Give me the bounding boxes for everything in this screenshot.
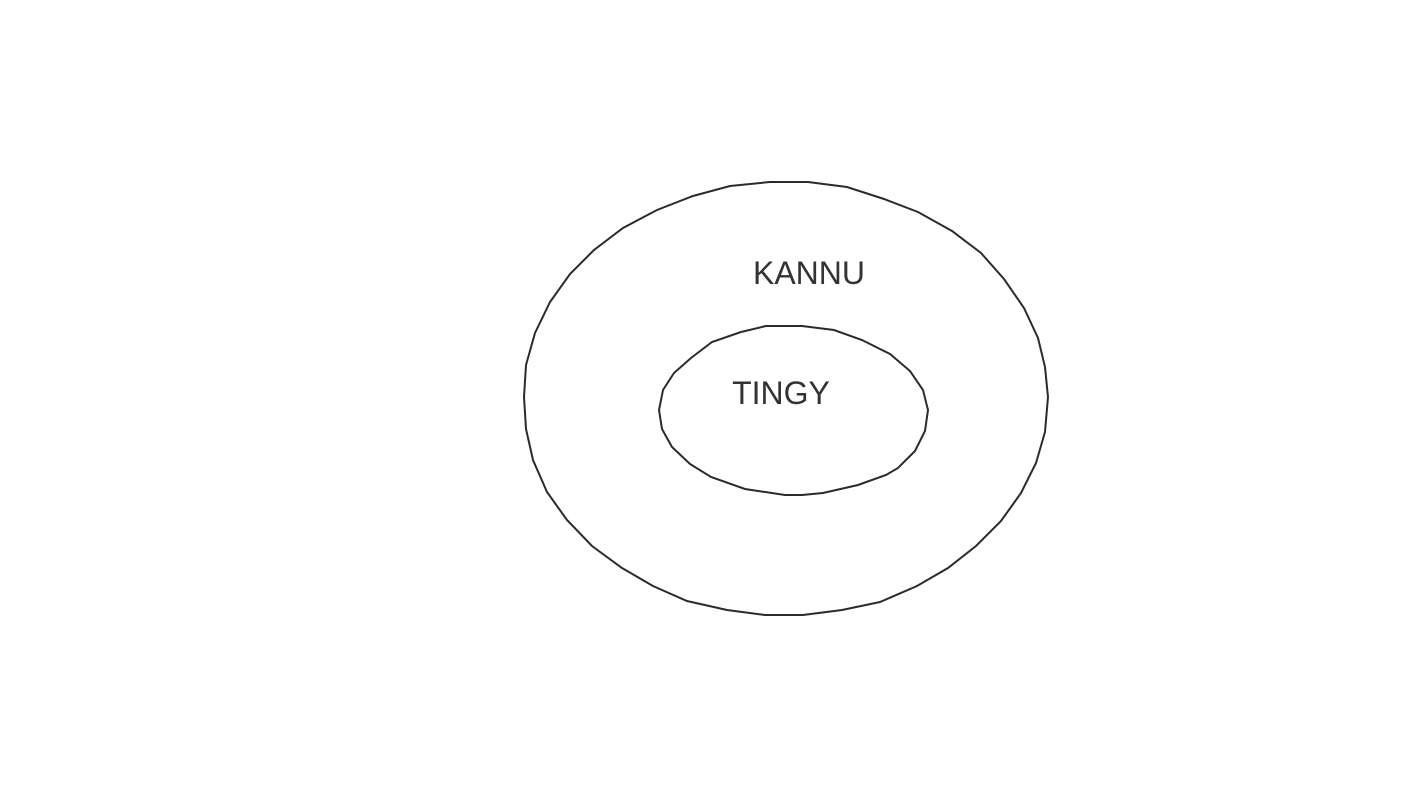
outer-label: KANNU <box>753 255 865 291</box>
inner-ellipse <box>657 325 930 496</box>
inner-label: TINGY <box>732 375 830 411</box>
outer-ellipse <box>522 181 1050 616</box>
